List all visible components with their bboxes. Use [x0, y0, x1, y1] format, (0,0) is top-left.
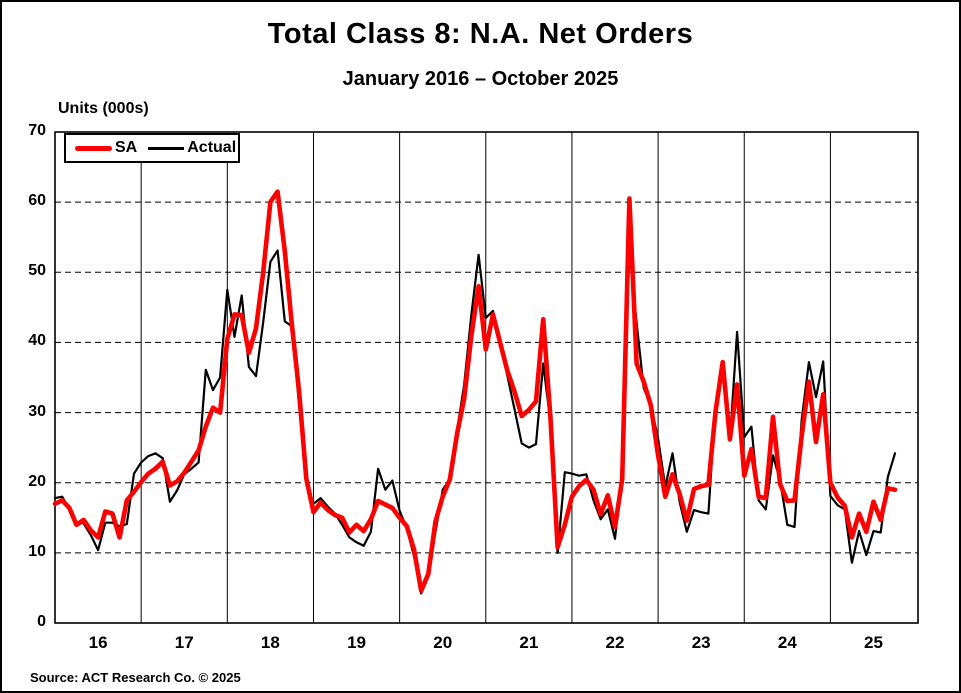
- y-tick-label: 60: [28, 192, 46, 210]
- y-axis-units-label: Units (000s): [58, 100, 149, 117]
- sa-series-line: [52, 189, 898, 594]
- x-year-label: 25: [864, 633, 883, 652]
- x-year-label: 16: [88, 633, 108, 652]
- x-year-label: 19: [347, 633, 366, 652]
- plot-frame: [54, 131, 919, 624]
- sa-line-swatch: [75, 145, 112, 151]
- y-tick-label: 30: [28, 402, 46, 420]
- x-year-label: 20: [433, 633, 453, 652]
- x-year-label: 24: [777, 633, 797, 652]
- x-year-label: 22: [605, 633, 625, 652]
- y-tick-label: 20: [28, 472, 46, 490]
- x-year-label: 17: [174, 633, 194, 652]
- y-tick-label: 50: [28, 262, 46, 280]
- legend-box: SA Actual: [64, 133, 240, 163]
- chart-subtitle: January 2016 – October 2025: [342, 68, 619, 90]
- legend-label-sa: SA: [115, 139, 138, 156]
- x-year-label: 23: [691, 633, 711, 652]
- legend-label-actual: Actual: [187, 139, 237, 156]
- y-tick-label: 0: [37, 613, 46, 630]
- x-year-label: 21: [519, 633, 539, 652]
- source-credit: Source: ACT Research Co. © 2025: [30, 670, 241, 685]
- y-tick-label: 70: [28, 122, 46, 139]
- chart-title: Total Class 8: N.A. Net Orders: [267, 18, 694, 50]
- x-year-label: 18: [260, 633, 280, 652]
- y-tick-label: 40: [28, 332, 46, 350]
- actual-line-swatch: [148, 146, 185, 150]
- y-tick-label: 10: [28, 542, 46, 560]
